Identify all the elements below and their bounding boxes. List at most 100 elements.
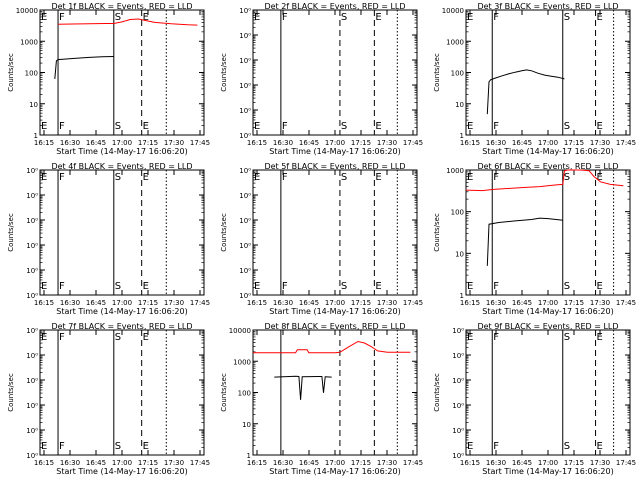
x-tick-label: 16:15 <box>34 459 54 467</box>
event-marker-label: F <box>282 121 288 132</box>
lld-rate-line <box>253 340 411 354</box>
y-tick-label: 1000 <box>446 167 464 175</box>
x-axis-label: Start Time (14-May-17 16:06:20) <box>482 147 613 156</box>
y-tick-label: 100 <box>451 209 464 217</box>
plot-frame <box>252 169 418 296</box>
event-marker-label: F <box>493 441 499 452</box>
y-tick-label: 10⁰ <box>452 377 464 385</box>
lld-rate-line <box>57 18 198 26</box>
y-tick-label: 10⁰ <box>26 327 38 335</box>
x-tick-label: 16:30 <box>486 139 506 147</box>
x-tick-label: 17:45 <box>616 299 636 307</box>
y-tick-label: 10 <box>455 101 464 109</box>
event-marker-label-top: E <box>254 12 260 23</box>
event-marker-label-top: F <box>282 172 288 183</box>
x-tick-label: 17:30 <box>377 459 397 467</box>
x-tick-label: 16:45 <box>86 459 106 467</box>
x-tick-label: 16:15 <box>247 459 267 467</box>
events-rate-line <box>486 69 565 115</box>
y-tick-label: 10⁰ <box>239 192 251 200</box>
y-tick-label: 10⁰ <box>452 427 464 435</box>
panel-title: Det 1f BLACK = Events, RED = LLD <box>51 2 192 11</box>
y-tick-label: 1 <box>460 292 464 300</box>
y-tick-label: 10⁰ <box>26 267 38 275</box>
y-tick-label: 10 <box>455 250 464 258</box>
y-tick-label: 10⁰ <box>239 7 251 15</box>
panel-title: Det 2f BLACK = Events, RED = LLD <box>264 2 405 11</box>
x-tick-label: 16:15 <box>247 139 267 147</box>
y-tick-label: 10⁰ <box>26 242 38 250</box>
y-tick-label: 10⁰ <box>26 217 38 225</box>
x-tick-label: 17:00 <box>325 139 345 147</box>
y-tick-label: 10⁰ <box>26 352 38 360</box>
x-tick-label: 16:30 <box>60 139 80 147</box>
x-tick-label: 16:30 <box>273 139 293 147</box>
panel-det-6: Det 6f BLACK = Events, RED = LLD 1 10 100 10… <box>433 162 636 316</box>
event-marker-label-top: S <box>115 332 121 343</box>
x-tick-label: 17:00 <box>538 459 558 467</box>
event-marker-label: E <box>467 121 473 132</box>
x-tick-label: 17:45 <box>616 459 636 467</box>
x-tick-label: 17:00 <box>112 459 132 467</box>
y-axis-label: Counts/sec <box>433 53 441 92</box>
y-tick-label: 10⁰ <box>239 132 251 140</box>
lld-rate-line <box>465 169 624 192</box>
event-marker-label: F <box>59 441 65 452</box>
x-tick-label: 16:30 <box>486 459 506 467</box>
event-marker-label-top: S <box>564 172 570 183</box>
y-axis-label: Counts/sec <box>220 373 228 412</box>
panel-det-7: Det 7f BLACK = Events, RED = LLD 10⁰ 10⁰ 10… <box>7 322 210 476</box>
event-marker-label: F <box>59 121 65 132</box>
x-tick-label: 17:30 <box>164 459 184 467</box>
event-marker-label: S <box>564 281 570 292</box>
x-tick-label: 17:15 <box>351 299 371 307</box>
event-marker-label-top: E <box>375 12 381 23</box>
event-marker-label-top: S <box>564 12 570 23</box>
y-axis-label: Counts/sec <box>7 213 15 252</box>
panel-det-9: Det 9f BLACK = Events, RED = LLD 10⁰ 10⁰ 10… <box>433 322 636 476</box>
x-tick-label: 16:15 <box>460 139 480 147</box>
y-tick-label: 10⁰ <box>26 452 38 460</box>
panel-det-4: Det 4f BLACK = Events, RED = LLD 10⁰ 10⁰ 10… <box>7 162 210 316</box>
x-tick-label: 16:45 <box>512 459 532 467</box>
event-marker-label-top: F <box>493 172 499 183</box>
plot-frame <box>465 169 631 296</box>
x-tick-label: 16:15 <box>460 299 480 307</box>
x-axis-label: Start Time (14-May-17 16:06:20) <box>56 467 187 476</box>
x-tick-label: 17:45 <box>403 139 423 147</box>
x-tick-label: 16:15 <box>34 139 54 147</box>
x-tick-label: 16:45 <box>299 459 319 467</box>
event-marker-label: E <box>597 441 603 452</box>
event-marker-label-top: S <box>115 12 121 23</box>
x-tick-label: 17:15 <box>138 139 158 147</box>
x-tick-label: 16:15 <box>247 299 267 307</box>
y-tick-label: 100 <box>451 70 464 78</box>
event-marker-label: S <box>341 281 347 292</box>
event-marker-label: E <box>254 281 260 292</box>
y-axis-label: Counts/sec <box>7 373 15 412</box>
x-tick-label: 16:45 <box>512 139 532 147</box>
x-tick-label: 17:45 <box>190 459 210 467</box>
event-marker-label: E <box>467 441 473 452</box>
y-tick-label: 10⁰ <box>239 167 251 175</box>
x-tick-label: 17:15 <box>138 459 158 467</box>
y-tick-label: 1 <box>34 132 38 140</box>
event-marker-label-top: E <box>143 172 149 183</box>
x-tick-label: 17:45 <box>190 139 210 147</box>
event-marker-label-top: S <box>341 172 347 183</box>
event-marker-label-top: F <box>493 12 499 23</box>
x-tick-label: 17:30 <box>377 299 397 307</box>
event-marker-label-top: E <box>597 332 603 343</box>
y-tick-label: 10⁰ <box>239 82 251 90</box>
x-tick-label: 17:15 <box>351 459 371 467</box>
y-tick-label: 10⁰ <box>239 242 251 250</box>
x-tick-label: 17:45 <box>616 139 636 147</box>
event-marker-label-top: S <box>115 172 121 183</box>
y-tick-label: 10⁰ <box>239 57 251 65</box>
x-tick-label: 16:45 <box>299 299 319 307</box>
panel-det-8: Det 8f BLACK = Events, RED = LLD 1 10 100 10… <box>220 322 423 476</box>
x-tick-label: 16:45 <box>86 139 106 147</box>
event-marker-label: E <box>375 121 381 132</box>
event-marker-label-top: S <box>341 12 347 23</box>
x-axis-label: Start Time (14-May-17 16:06:20) <box>482 467 613 476</box>
